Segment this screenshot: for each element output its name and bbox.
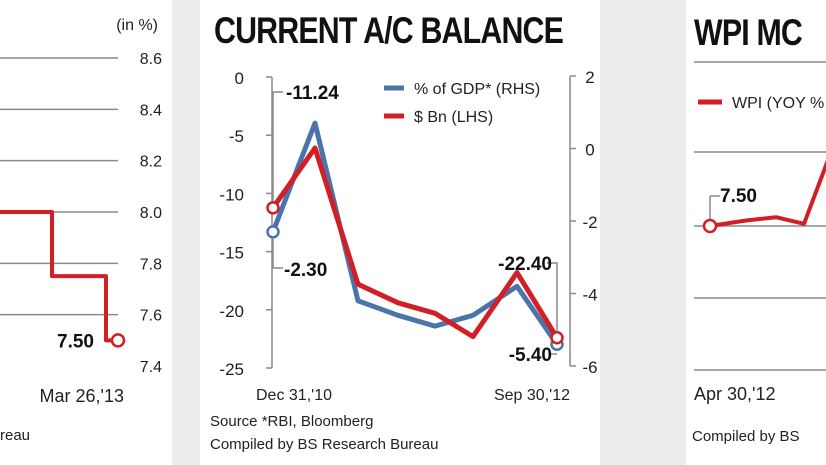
rate-y-tick-label: 7.8 bbox=[140, 256, 162, 273]
rate-y-tick-label: 8.2 bbox=[140, 154, 162, 171]
current-account-chart: 0 -5 -10 -15 -20 -25 2 0 -2 -4 -6 % of GDP* (RHS)… bbox=[200, 0, 600, 465]
lhs-tick-label: -20 bbox=[219, 302, 244, 321]
gdp-start-marker bbox=[268, 226, 279, 237]
wpi-value-label: 7.50 bbox=[720, 186, 757, 207]
lhs-tick-label: -15 bbox=[219, 244, 244, 263]
rate-y-tick-label: 8.6 bbox=[140, 51, 162, 68]
rate-unit-label: (in %) bbox=[116, 17, 158, 34]
x-axis-tick-labels: Dec 31,'10 Sep 30,'12 bbox=[256, 387, 570, 404]
usd-series-line bbox=[273, 148, 557, 338]
compiled-note: Compiled by BS Research Bureau bbox=[210, 436, 438, 453]
wpi-legend-label: WPI (YOY % bbox=[732, 95, 824, 112]
lhs-tick-label: 0 bbox=[235, 69, 244, 88]
rate-y-tick-label: 8.4 bbox=[140, 102, 162, 119]
rhs-tick-label: -6 bbox=[582, 358, 597, 377]
wpi-chart: WPI (YOY % 7.50 Apr 30,'12 Compiled by B… bbox=[686, 0, 826, 465]
bracket-gdp-start bbox=[273, 239, 283, 268]
data-label: -5.40 bbox=[509, 345, 552, 366]
data-label: -11.24 bbox=[286, 83, 339, 104]
rate-value-label: 7.50 bbox=[57, 331, 94, 352]
usd-end-marker bbox=[552, 332, 563, 343]
rhs-y-axis: 2 0 -2 -4 -6 bbox=[570, 68, 598, 377]
wpi-gridlines bbox=[694, 152, 826, 370]
rate-end-marker bbox=[112, 334, 124, 346]
rhs-tick-label: -4 bbox=[582, 286, 597, 305]
rate-chart-y-ticks: 8.6 8.4 8.2 8.0 7.8 7.6 7.4 bbox=[140, 51, 162, 376]
lhs-tick-label: -5 bbox=[229, 127, 244, 146]
rate-y-tick-label: 7.6 bbox=[140, 308, 162, 325]
current-account-panel: CURRENT A/C BALANCE 0 -5 -10 -15 -20 -25 2 0 -2… bbox=[200, 0, 600, 465]
rate-y-tick-label: 7.4 bbox=[140, 359, 162, 376]
legend-label-usd: $ Bn (LHS) bbox=[414, 109, 493, 126]
lhs-y-axis: 0 -5 -10 -15 -20 -25 bbox=[219, 69, 272, 379]
rate-y-tick-label: 8.0 bbox=[140, 205, 162, 222]
usd-start-marker bbox=[268, 202, 279, 213]
lhs-tick-label: -25 bbox=[219, 360, 244, 379]
wpi-footer-fragment: Compiled by BS bbox=[692, 428, 800, 445]
wpi-start-marker bbox=[704, 220, 716, 232]
rate-chart: 8.6 8.4 8.2 8.0 7.8 7.6 7.4 (in %) 7.50 Mar 26… bbox=[0, 0, 172, 465]
rate-series-line bbox=[0, 212, 118, 340]
rate-footer-fragment: reau bbox=[0, 427, 30, 444]
rate-chart-panel: 8.6 8.4 8.2 8.0 7.8 7.6 7.4 (in %) 7.50 Mar 26… bbox=[0, 0, 172, 465]
x-tick-label: Dec 31,'10 bbox=[256, 387, 332, 404]
data-label: -2.30 bbox=[284, 260, 327, 281]
x-tick-label: Sep 30,'12 bbox=[494, 387, 570, 404]
lhs-tick-label: -10 bbox=[219, 185, 244, 204]
wpi-chart-panel: WPI MC WPI (YOY % 7.50 Apr 30,'12 Compil… bbox=[686, 0, 826, 465]
wpi-x-tick-label: Apr 30,'12 bbox=[694, 384, 776, 404]
rate-x-tick-label: Mar 26,'13 bbox=[40, 386, 124, 406]
legend-label-gdp: % of GDP* (RHS) bbox=[414, 81, 540, 98]
chart-legend: % of GDP* (RHS) $ Bn (LHS) bbox=[384, 81, 540, 126]
rhs-tick-label: 2 bbox=[585, 68, 594, 87]
source-note: Source *RBI, Bloomberg bbox=[210, 413, 373, 430]
rhs-tick-label: -2 bbox=[582, 213, 597, 232]
bracket-usd-start bbox=[273, 92, 283, 201]
data-label: -22.40 bbox=[498, 254, 552, 275]
rhs-tick-label: 0 bbox=[585, 141, 594, 160]
